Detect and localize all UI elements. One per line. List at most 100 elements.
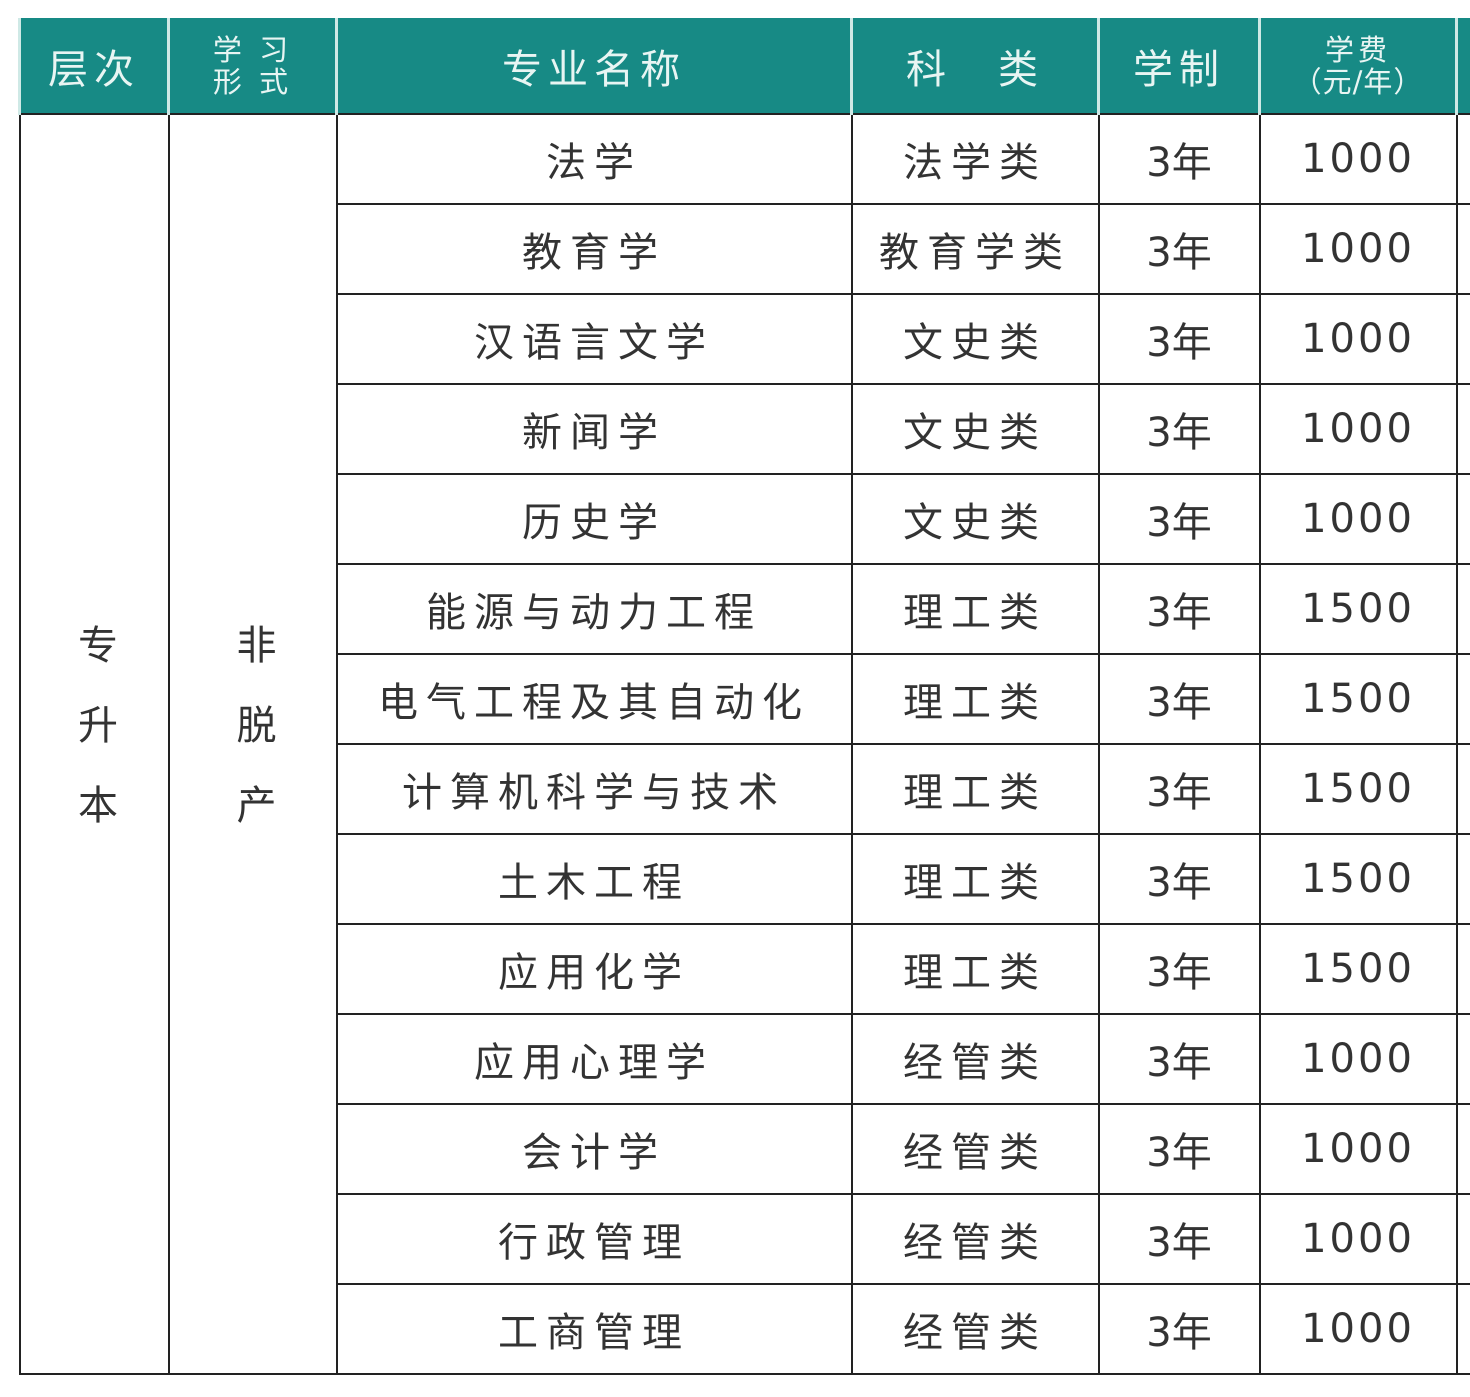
header-major: 专业名称 <box>335 18 853 114</box>
fee-cell: 1000 <box>1258 383 1458 475</box>
category-cell: 经管类 <box>850 1103 1100 1195</box>
fee-cell: 1000 <box>1258 1103 1458 1195</box>
extra-cell <box>1455 833 1470 925</box>
category-cell: 文史类 <box>850 473 1100 565</box>
table-row: 新闻学 文史类 3年 1000 <box>20 383 1470 475</box>
extra-cell <box>1455 293 1470 385</box>
major-cell: 能源与动力工程 <box>335 563 853 655</box>
category-cell: 教育学类 <box>850 203 1100 295</box>
extra-cell <box>1455 383 1470 475</box>
duration-cell: 3年 <box>1097 383 1261 475</box>
table-row: 土木工程 理工类 3年 1500 <box>20 833 1470 925</box>
duration-cell: 3年 <box>1097 113 1261 205</box>
category-cell: 理工类 <box>850 923 1100 1015</box>
major-cell: 会计学 <box>335 1103 853 1195</box>
fee-cell: 1000 <box>1258 293 1458 385</box>
major-cell: 行政管理 <box>335 1193 853 1285</box>
duration-cell: 3年 <box>1097 653 1261 745</box>
duration-cell: 3年 <box>1097 203 1261 295</box>
header-fee: 学费 （元/年） <box>1258 18 1458 114</box>
header-fee-line: 学费 <box>1324 32 1391 67</box>
header-category: 科 类 <box>850 18 1100 114</box>
category-cell: 理工类 <box>850 563 1100 655</box>
table-row: 行政管理 经管类 3年 1000 <box>20 1193 1470 1285</box>
extra-cell <box>1455 743 1470 835</box>
header-duration: 学制 <box>1097 18 1261 114</box>
extra-cell <box>1455 653 1470 745</box>
category-cell: 理工类 <box>850 743 1100 835</box>
fee-cell: 1000 <box>1258 473 1458 565</box>
level-cell: 专升本 <box>18 113 170 1375</box>
fee-cell: 1500 <box>1258 653 1458 745</box>
duration-cell: 3年 <box>1097 563 1261 655</box>
header-form-line: 形 式 <box>212 64 293 99</box>
header-extra <box>1455 18 1470 114</box>
level-text: 专升本 <box>71 624 117 864</box>
table-row: 会计学 经管类 3年 1000 <box>20 1103 1470 1195</box>
extra-cell <box>1455 563 1470 655</box>
duration-cell: 3年 <box>1097 473 1261 565</box>
extra-cell <box>1455 1103 1470 1195</box>
table-row: 能源与动力工程 理工类 3年 1500 <box>20 563 1470 655</box>
table-row: 教育学 教育学类 3年 1000 <box>20 203 1470 295</box>
major-cell: 工商管理 <box>335 1283 853 1375</box>
category-cell: 理工类 <box>850 653 1100 745</box>
header-fee-line: （元/年） <box>1292 64 1424 99</box>
form-cell: 非脱产 <box>167 113 338 1375</box>
category-cell: 法学类 <box>850 113 1100 205</box>
duration-cell: 3年 <box>1097 1103 1261 1195</box>
major-cell: 历史学 <box>335 473 853 565</box>
fee-cell: 1500 <box>1258 833 1458 925</box>
duration-cell: 3年 <box>1097 923 1261 1015</box>
table-row: 专升本 非脱产 法学 法学类 3年 1000 <box>18 113 1470 1375</box>
fee-cell: 1000 <box>1258 113 1458 205</box>
major-cell: 应用化学 <box>335 923 853 1015</box>
table-row: 应用化学 理工类 3年 1500 <box>20 923 1470 1015</box>
header-level: 层次 <box>18 18 170 114</box>
duration-cell: 3年 <box>1097 1013 1261 1105</box>
major-cell: 新闻学 <box>335 383 853 475</box>
table-row: 电气工程及其自动化 理工类 3年 1500 <box>20 653 1470 745</box>
duration-cell: 3年 <box>1097 1283 1261 1375</box>
duration-cell: 3年 <box>1097 293 1261 385</box>
extra-cell <box>1455 1283 1470 1375</box>
extra-cell <box>1455 923 1470 1015</box>
duration-cell: 3年 <box>1097 743 1261 835</box>
fee-cell: 1000 <box>1258 1283 1458 1375</box>
duration-cell: 3年 <box>1097 833 1261 925</box>
header-form: 学 习形 式 <box>167 18 338 114</box>
category-cell: 文史类 <box>850 293 1100 385</box>
table-row: 历史学 文史类 3年 1000 <box>20 473 1470 565</box>
category-cell: 文史类 <box>850 383 1100 475</box>
major-cell: 应用心理学 <box>335 1013 853 1105</box>
category-cell: 经管类 <box>850 1283 1100 1375</box>
major-cell: 电气工程及其自动化 <box>335 653 853 745</box>
tuition-table: 层次 学 习形 式 专业名称 科 类 学制 学费 （元/年） 专升本 非脱产 法学 法学… <box>18 18 1470 1375</box>
fee-cell: 1500 <box>1258 563 1458 655</box>
table-row: 工商管理 经管类 3年 1000 <box>20 1283 1470 1375</box>
category-cell: 经管类 <box>850 1193 1100 1285</box>
major-cell: 土木工程 <box>335 833 853 925</box>
form-text: 非脱产 <box>229 624 276 864</box>
extra-cell <box>1455 473 1470 565</box>
header-form-line: 学 习 <box>212 32 293 67</box>
major-cell: 计算机科学与技术 <box>335 743 853 835</box>
extra-cell <box>1455 1013 1470 1105</box>
major-cell: 法学 <box>335 113 853 205</box>
category-cell: 理工类 <box>850 833 1100 925</box>
category-cell: 经管类 <box>850 1013 1100 1105</box>
fee-cell: 1500 <box>1258 743 1458 835</box>
table-row: 计算机科学与技术 理工类 3年 1500 <box>20 743 1470 835</box>
major-cell: 汉语言文学 <box>335 293 853 385</box>
fee-cell: 1000 <box>1258 203 1458 295</box>
fee-cell: 1000 <box>1258 1193 1458 1285</box>
table-row: 应用心理学 经管类 3年 1000 <box>20 1013 1470 1105</box>
extra-cell <box>1455 1193 1470 1285</box>
table-row: 汉语言文学 文史类 3年 1000 <box>20 293 1470 385</box>
fee-cell: 1000 <box>1258 1013 1458 1105</box>
extra-cell <box>1455 113 1470 205</box>
major-cell: 教育学 <box>335 203 853 295</box>
extra-cell <box>1455 203 1470 295</box>
fee-cell: 1500 <box>1258 923 1458 1015</box>
duration-cell: 3年 <box>1097 1193 1261 1285</box>
